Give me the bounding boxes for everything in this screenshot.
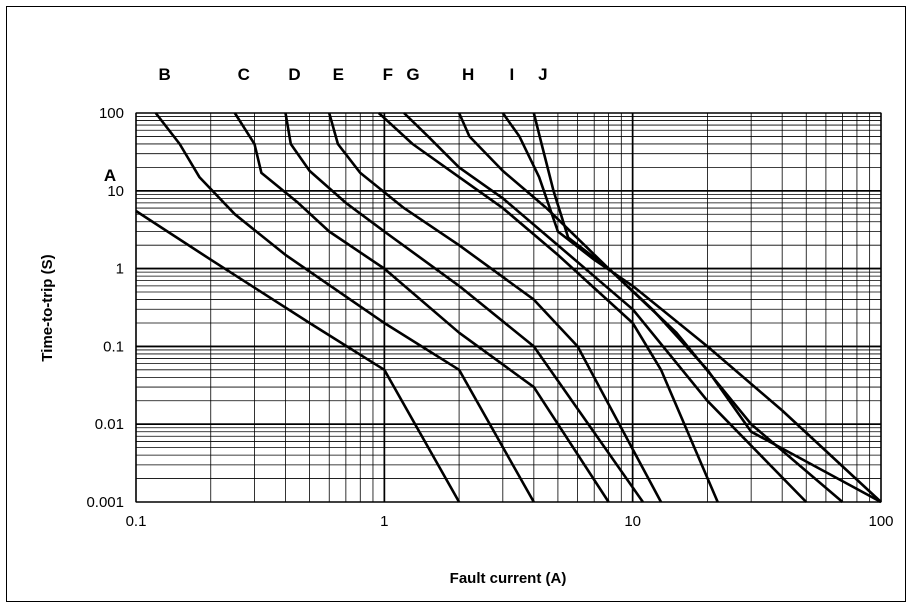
curves xyxy=(135,112,882,504)
y-tick-label: 100 xyxy=(99,105,124,122)
curve-label-d: D xyxy=(288,65,300,84)
curve-label-a: A xyxy=(104,166,116,185)
x-axis-title: Fault current (A) xyxy=(450,570,567,587)
curve-label-e: E xyxy=(333,65,344,84)
curve-label-h: H xyxy=(462,65,474,84)
y-tick-label: 0.01 xyxy=(95,416,124,433)
curve-label-j: J xyxy=(538,65,547,84)
x-tick-labels: 0.1 1 10 100 xyxy=(126,513,894,530)
curve-b xyxy=(154,112,535,503)
y-tick-label: 0.1 xyxy=(103,338,124,355)
curve-label-g: G xyxy=(406,65,419,84)
x-tick-label: 10 xyxy=(624,513,641,530)
y-tick-labels: 0.001 0.01 0.1 1 10 100 xyxy=(86,105,124,511)
y-axis-title: Time-to-trip (S) xyxy=(39,254,56,361)
curve-g xyxy=(403,112,808,503)
curve-labels: A B C D E F G H I J xyxy=(104,65,548,185)
y-tick-label: 1 xyxy=(116,261,124,278)
y-tick-label: 10 xyxy=(107,183,124,200)
curve-label-b: B xyxy=(159,65,171,84)
curve-c xyxy=(233,112,610,503)
grid xyxy=(135,112,882,503)
curve-f xyxy=(377,112,719,503)
y-tick-label: 0.001 xyxy=(86,494,124,511)
curve-i xyxy=(501,112,882,503)
curve-h xyxy=(457,112,844,503)
curve-label-f: F xyxy=(383,65,393,84)
curve-a xyxy=(135,209,461,503)
curve-d xyxy=(284,112,644,503)
x-tick-label: 100 xyxy=(868,513,893,530)
curve-label-i: I xyxy=(509,65,514,84)
curve-e xyxy=(327,112,663,503)
plot-area xyxy=(135,112,882,503)
curve-label-c: C xyxy=(238,65,250,84)
x-tick-label: 1 xyxy=(380,513,388,530)
x-tick-label: 0.1 xyxy=(126,513,147,530)
curve-j xyxy=(532,112,882,504)
